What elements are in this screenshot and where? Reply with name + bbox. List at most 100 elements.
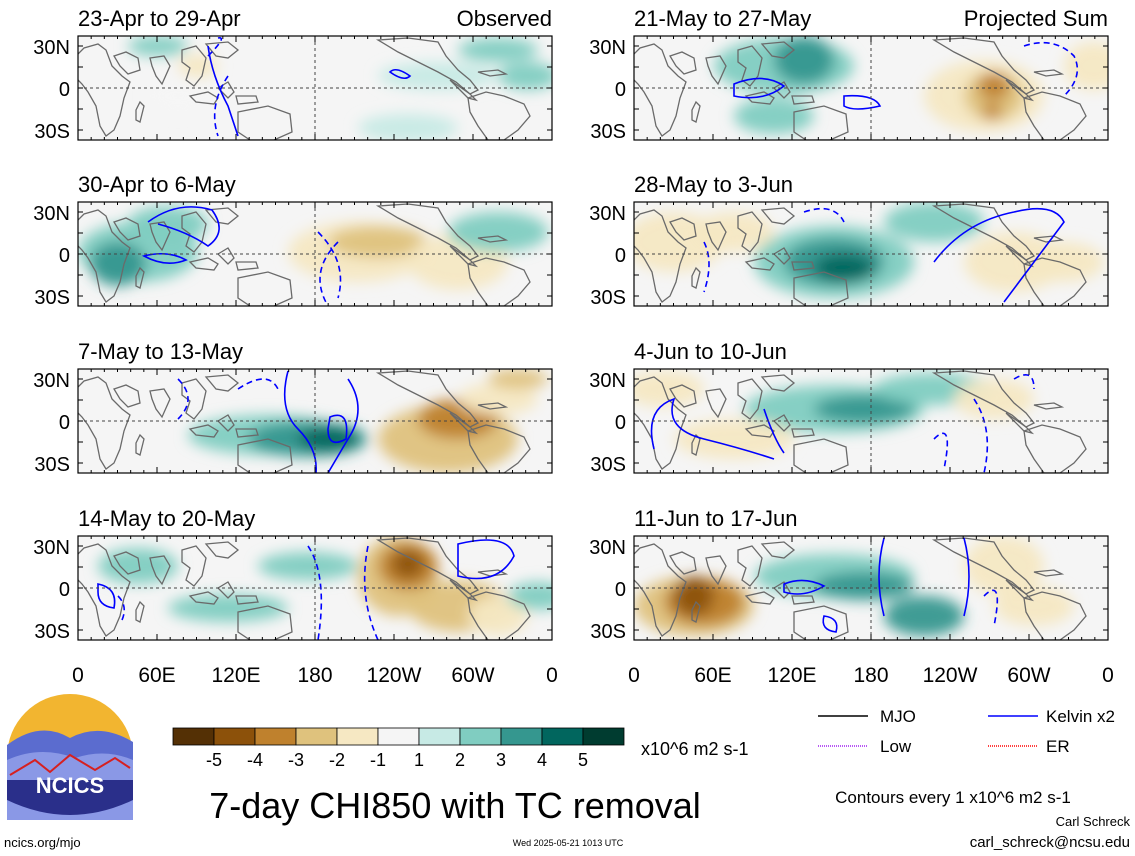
colorbar-tick: 4 [537,750,547,770]
lat-label: 30S [590,287,626,309]
lat-label: 30N [33,37,70,59]
colorbar-tick: -1 [370,750,386,770]
lon-label: 0 [546,664,558,687]
lat-label: 0 [59,245,70,267]
lat-label: 0 [59,412,70,434]
map-panel-3: 7-May to 13-May 30N 0 30S [33,339,553,476]
map-panel-2: 30-Apr to 6-May 30N 0 30S [33,172,553,309]
map-panel-1: 23-Apr to 29-Apr Observed 30N 0 30S [33,6,553,143]
lon-label: 0 [628,664,640,687]
kelvin-contours [207,37,412,137]
colorbar-swatch [500,727,543,746]
lon-axis-right: 0 60E 120E 180 120W 60W 0 [628,664,1114,687]
website-link[interactable]: ncics.org/mjo [4,835,81,850]
panel-title: 30-Apr to 6-May [78,172,236,197]
panel-title: 28-May to 3-Jun [634,172,793,197]
author-name: Carl Schreck [1056,814,1131,829]
panel-title: 11-Jun to 17-Jun [634,506,797,531]
legend-label-mjo: MJO [880,707,916,726]
logo-text: NCICS [36,773,104,798]
anomaly-shading [78,206,548,290]
legend-label-low: Low [880,737,912,756]
legend-label-er: ER [1046,737,1070,756]
coastlines [634,37,1087,140]
kelvin-contours [177,370,359,473]
coastlines [634,537,1087,640]
panel-title: 4-Jun to 10-Jun [634,339,787,364]
lon-label: 180 [297,664,332,687]
author-email[interactable]: carl_schreck@ncsu.edu [970,834,1130,851]
anomaly-shading [714,36,1108,134]
colorbar-tick: -4 [247,750,263,770]
colorbar-swatch [336,727,379,746]
lon-label: 120E [211,664,260,687]
lon-label: 120W [923,664,978,687]
lat-label: 30N [33,370,70,392]
lat-label: 0 [59,79,70,101]
colorbar-swatch [295,727,338,746]
lon-label: 0 [72,664,84,687]
kelvin-contours [703,207,1065,303]
colorbar-tick: -2 [329,750,345,770]
coastlines [634,370,1087,473]
anomaly-shading [634,202,1104,298]
lon-label: 120E [767,664,816,687]
lon-label: 60E [694,664,731,687]
lat-label: 0 [615,412,626,434]
timestamp: Wed 2025-05-21 1013 UTC [513,838,624,848]
lat-label: 30S [34,454,70,476]
lat-label: 30S [34,287,70,309]
lat-label: 30S [590,621,626,643]
lon-label: 60W [1007,664,1050,687]
lat-label: 0 [615,579,626,601]
map-panel-5: 21-May to 27-May Projected Sum 30N 0 30S [589,6,1109,143]
colorbar-swatch [172,727,215,746]
anomaly-shading [634,371,1034,459]
coastlines [78,37,531,140]
lat-label: 30S [34,621,70,643]
colorbar-tick: -5 [206,750,222,770]
lat-label: 30N [589,37,626,59]
lat-label: 30N [33,203,70,225]
colorbar-swatch [213,727,256,746]
lat-label: 30S [590,454,626,476]
anomaly-shading [98,536,552,636]
lat-label: 0 [615,79,626,101]
legend-label-kelvin: Kelvin x2 [1046,707,1115,726]
lon-label: 120W [367,664,422,687]
coastlines [78,370,531,473]
lon-label: 60E [138,664,175,687]
coastlines [634,203,1087,306]
map-panel-7: 4-Jun to 10-Jun 30N 0 30S [589,339,1109,476]
kelvin-contours [733,41,1079,110]
lon-axis-left: 0 60E 120E 180 120W 60W 0 [72,664,558,687]
lat-label: 30N [589,203,626,225]
colorbar-tick: 5 [578,750,588,770]
lat-label: 30S [34,121,70,143]
colorbar-swatch [418,727,461,746]
kelvin-contours [783,537,999,633]
colorbar-swatch [254,727,297,746]
ncics-logo: NCICS [7,694,133,820]
colorbar-tick: 1 [414,750,424,770]
lat-label: 30N [589,537,626,559]
map-panel-4: 14-May to 20-May 30N 0 30S [33,506,553,643]
figure-title: 7-day CHI850 with TC removal [209,785,701,826]
anomaly-shading [188,369,548,473]
colorbar-swatch [459,727,502,746]
panel-title: 7-May to 13-May [78,339,243,364]
legend: MJO Kelvin x2 Low ER [818,707,1115,756]
colorbar-tick: -3 [288,750,304,770]
panel-tag: Observed [457,6,552,31]
panel-title: 21-May to 27-May [634,6,811,31]
colorbar-swatch [582,727,625,746]
contour-note: Contours every 1 x10^6 m2 s-1 [835,788,1071,807]
panel-tag: Projected Sum [964,6,1108,31]
lat-label: 30N [589,370,626,392]
colorbar: -5 -4 -3 -2 -1 1 2 3 4 5 [172,727,625,770]
lat-label: 0 [59,579,70,601]
panel-title: 14-May to 20-May [78,506,255,531]
coastlines [78,203,531,306]
lat-label: 30N [33,537,70,559]
